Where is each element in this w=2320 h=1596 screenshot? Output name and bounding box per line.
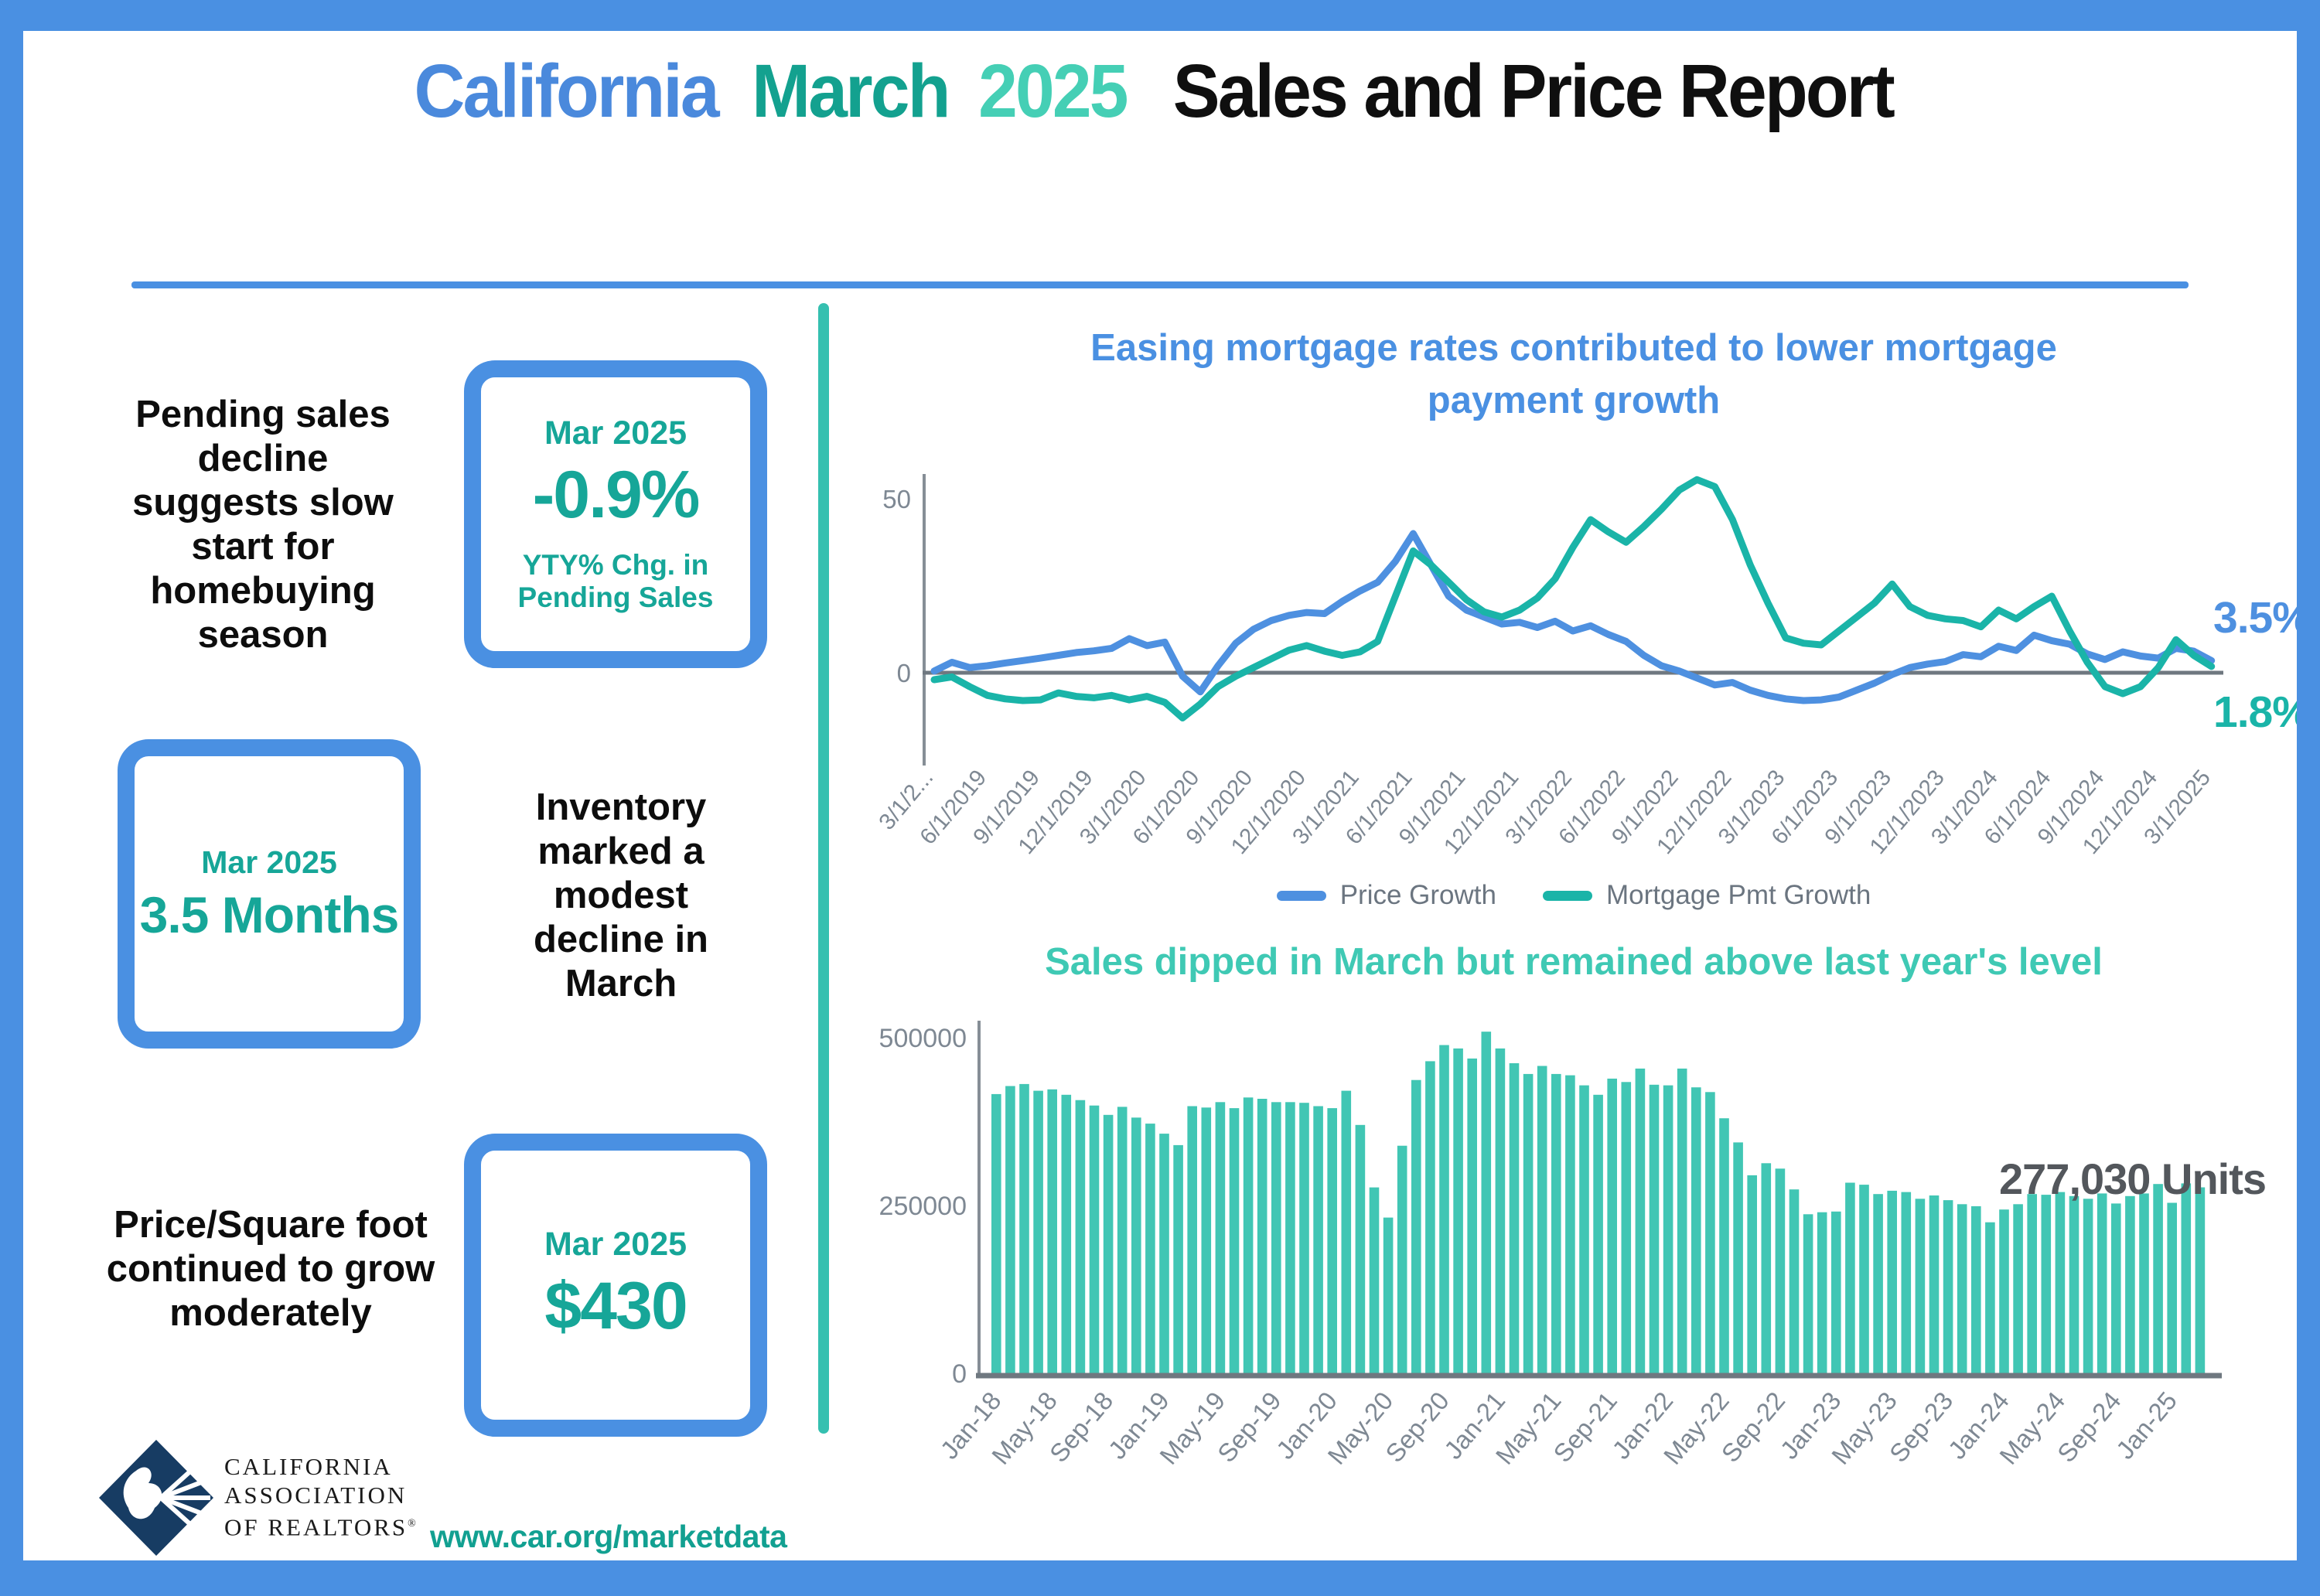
mortgage-pmt-growth-dash-icon	[1542, 890, 1592, 901]
bar-chart-title: Sales dipped in March but remained above…	[1045, 941, 2103, 983]
line-chart-title: Easing mortgage rates contributed to low…	[1090, 327, 2057, 421]
header-divider-rule	[131, 281, 2189, 288]
title-part-report: Sales and Price Report	[1172, 49, 1895, 133]
price-growth-end-label: 3.5%	[2213, 593, 2311, 643]
price-sqft-period: Mar 2025	[544, 1226, 687, 1263]
inventory-period: Mar 2025	[201, 844, 337, 880]
page-title: California March 2025 Sales and Price Re…	[0, 48, 2320, 135]
title-part-march: March	[752, 49, 950, 133]
legend-item-mortgage-pmt-growth: Mortgage Pmt Growth	[1542, 880, 1871, 911]
registered-mark: ®	[408, 1518, 418, 1530]
price-sqft-statement: Price/Square foot continued to grow mode…	[106, 1204, 435, 1334]
svg-text:500000: 500000	[879, 1024, 967, 1053]
svg-text:250000: 250000	[879, 1192, 967, 1221]
svg-text:Jan-25: Jan-25	[2110, 1386, 2182, 1465]
title-part-california: California	[414, 49, 719, 133]
svg-text:50: 50	[882, 485, 911, 513]
line-chart-legend: Price Growth Mortgage Pmt Growth	[835, 880, 2312, 911]
legend-item-price-growth: Price Growth	[1276, 880, 1496, 911]
svg-text:0: 0	[897, 659, 911, 687]
car-logo-icon	[99, 1440, 213, 1556]
march-sales-annotation: 277,030 Units	[1999, 1154, 2267, 1203]
mortgage-growth-line-chart: 0503/1/2...6/1/20199/1/201912/1/20193/1/…	[874, 474, 2223, 859]
inventory-value: 3.5 Months	[139, 885, 400, 943]
price-growth-dash-icon	[1276, 890, 1326, 901]
inventory-stat-box: Mar 2025 3.5 Months	[118, 739, 421, 1049]
pending-sales-value: -0.9%	[532, 458, 701, 532]
home-sales-bar-chart: 0250000500000Jan-18May-18Sep-18Jan-19May…	[879, 1021, 2222, 1470]
pending-sales-caption: YTY% Chg. in Pending Sales	[517, 549, 714, 613]
title-part-year: 2025	[977, 49, 1128, 133]
car-logo-text: CALIFORNIA ASSOCIATION OF REALTORS®	[224, 1452, 418, 1541]
svg-text:0: 0	[952, 1359, 967, 1389]
inventory-statement: Inventory marked a modest decline in Mar…	[533, 786, 708, 1004]
logo-line-1: CALIFORNIA	[224, 1453, 393, 1480]
pending-sales-statement: Pending sales decline suggests slow star…	[132, 394, 394, 656]
price-sqft-stat-box: Mar 2025 $430	[464, 1134, 767, 1437]
price-growth-label: Price Growth	[1339, 880, 1496, 910]
mortgage-pmt-growth-label: Mortgage Pmt Growth	[1605, 880, 1871, 910]
website-link-text: www.car.org/marketdata	[430, 1519, 787, 1554]
pending-sales-stat-box: Mar 2025 -0.9% YTY% Chg. in Pending Sale…	[464, 360, 767, 668]
logo-line-2: ASSOCIATION	[224, 1482, 408, 1509]
price-sqft-value: $430	[544, 1269, 687, 1343]
logo-line-3: OF REALTORS®	[224, 1513, 418, 1541]
pending-sales-period: Mar 2025	[544, 414, 687, 452]
column-divider	[818, 303, 829, 1434]
mortgage-pmt-growth-end-label: 1.8%	[2213, 687, 2311, 737]
